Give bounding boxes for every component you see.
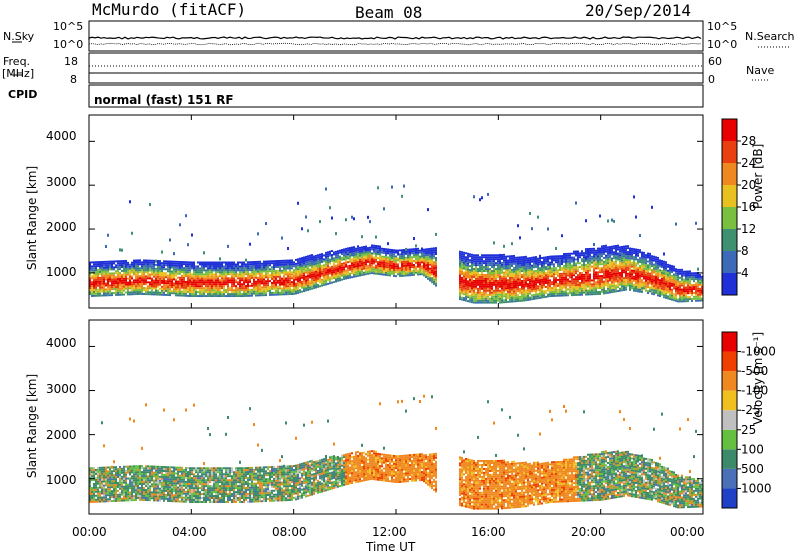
velocity-colorbar-tick-label: 100 — [741, 442, 764, 456]
velocity-colorbar-tick-label: -1000 — [741, 345, 776, 359]
beam-title: Beam 08 — [355, 3, 423, 22]
power-colorbar-swatch — [722, 119, 737, 141]
velocity-colorbar-tick-label: 1000 — [741, 481, 772, 495]
x-axis-label: Time UT — [366, 540, 416, 554]
x-tick: 08:00 — [272, 525, 307, 539]
date-title: 20/Sep/2014 — [585, 1, 691, 20]
velocity-colorbar-swatch — [722, 449, 737, 469]
power-colorbar-tick-label: 28 — [741, 134, 756, 148]
velocity-colorbar-tick-label: 25 — [741, 423, 756, 437]
station-title: McMurdo (fitACF) — [92, 0, 247, 19]
power-colorbar-tick-label: 4 — [741, 266, 749, 280]
velocity-colorbar-tick-label: -100 — [741, 384, 768, 398]
nsky-strip-frame — [88, 20, 704, 52]
x-tick: 00:00 — [72, 525, 107, 539]
power-ytick: 3000 — [46, 175, 77, 189]
power-heatmap — [89, 184, 703, 304]
nave-top-label: 60 — [708, 55, 722, 68]
x-tick: 20:00 — [571, 525, 606, 539]
power-colorbar-tick-label: 16 — [741, 200, 756, 214]
velocity-ytick: 3000 — [46, 382, 77, 396]
velocity-ytick: 4000 — [46, 336, 77, 350]
power-colorbar-swatch — [722, 251, 737, 273]
nave-bottom-label: 0 — [708, 73, 715, 86]
power-colorbar-tick-label: 8 — [741, 244, 749, 258]
x-tick: 16:00 — [471, 525, 506, 539]
power-colorbar-swatch — [722, 273, 737, 295]
nave-label: Nave — [746, 64, 775, 77]
nsky-label: N.Sky — [3, 30, 35, 43]
x-tick: 00:00 — [670, 525, 705, 539]
velocity-colorbar-swatch — [722, 410, 737, 430]
velocity-colorbar-swatch — [722, 351, 737, 372]
nsearch-bottom-label: 10^0 — [707, 38, 738, 51]
power-colorbar-tick-label: 12 — [741, 222, 756, 236]
velocity-colorbar-swatch — [722, 332, 737, 352]
velocity-colorbar-tick-label: -25 — [741, 403, 761, 417]
power-ytick: 4000 — [46, 129, 77, 143]
x-tick: 04:00 — [172, 525, 207, 539]
power-colorbar-swatch — [722, 207, 737, 229]
nsky-top-label: 10^5 — [53, 20, 84, 33]
freq-strip-frame — [88, 52, 704, 84]
velocity-ytick: 2000 — [46, 428, 77, 442]
cpid-strip-frame — [88, 84, 704, 108]
power-colorbar-swatch — [722, 163, 737, 185]
cpid-label: CPID — [8, 88, 38, 101]
nsearch-series — [88, 42, 702, 46]
freq-bottom-label: 8 — [70, 73, 77, 86]
velocity-colorbar-tick-label: -500 — [741, 364, 768, 378]
velocity-colorbar-swatch — [722, 390, 737, 411]
velocity-ytick: 1000 — [46, 473, 77, 487]
freq-top-label: 18 — [64, 55, 78, 68]
nsearch-top-label: 10^5 — [707, 20, 738, 33]
power-colorbar-swatch — [722, 229, 737, 251]
x-tick: 12:00 — [372, 525, 407, 539]
power-colorbar-swatch — [722, 141, 737, 163]
velocity-heatmap — [89, 394, 703, 510]
freq-unit-label: [MHz] — [2, 67, 35, 80]
power-colorbar-tick-label: 20 — [741, 178, 756, 192]
velocity-colorbar-swatch — [722, 468, 737, 489]
power-ytick: 2000 — [46, 220, 77, 234]
nsearch-label: N.Search — [745, 30, 795, 43]
velocity-colorbar-swatch — [722, 371, 737, 391]
power-colorbar-swatch — [722, 185, 737, 207]
velocity-colorbar-swatch — [722, 488, 737, 508]
power-colorbar-tick-label: 24 — [741, 156, 756, 170]
freq-label: Freq. — [3, 55, 31, 68]
velocity-colorbar-tick-label: 500 — [741, 462, 764, 476]
velocity-colorbar-frame — [721, 331, 738, 509]
velocity-colorbar-swatch — [722, 429, 737, 450]
cpid-value: normal (fast) 151 RF — [94, 93, 234, 107]
power-ytick: 1000 — [46, 265, 77, 279]
nsky-series — [88, 36, 702, 40]
nsky-bottom-label: 10^0 — [53, 38, 84, 51]
